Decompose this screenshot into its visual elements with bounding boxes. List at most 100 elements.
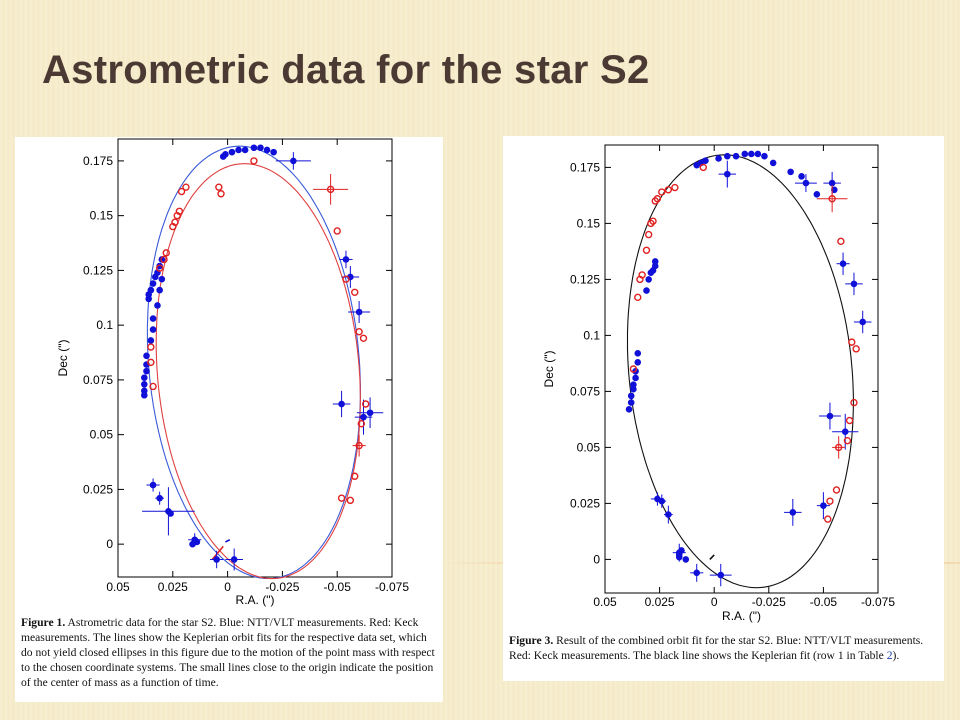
data-point-ntt-vlt — [338, 400, 345, 408]
slide-title: Astrometric data for the star S2 — [42, 48, 650, 92]
data-point-keck — [832, 486, 841, 494]
x-tick-label: 0.05 — [593, 595, 617, 609]
data-point-ntt-vlt — [859, 318, 867, 326]
y-tick-label: 0.125 — [570, 272, 600, 286]
data-point-keck — [664, 186, 673, 194]
x-tick-label: 0 — [224, 580, 231, 594]
data-point-ntt-vlt — [625, 406, 633, 413]
figure-1-caption: Figure 1. Astrometric data for the star … — [21, 615, 437, 690]
y-tick-label: 0.025 — [570, 496, 600, 510]
data-point-ntt-vlt — [787, 168, 794, 176]
data-point-keck — [642, 246, 651, 254]
data-point-ntt-vlt — [147, 286, 155, 294]
y-tick-label: 0.1 — [583, 328, 600, 342]
data-point-ntt-vlt — [634, 350, 642, 357]
data-point-ntt-vlt — [143, 367, 150, 375]
data-point-ntt-vlt — [826, 412, 834, 420]
data-point-keck — [182, 183, 190, 191]
data-point-ntt-vlt — [769, 159, 777, 167]
data-point-ntt-vlt — [149, 280, 157, 287]
data-point-ntt-vlt — [355, 308, 363, 316]
data-point-ntt-vlt — [831, 186, 838, 194]
y-axis-label: Dec (") — [542, 351, 556, 388]
data-point-keck — [162, 249, 170, 257]
data-point-keck — [217, 190, 225, 198]
y-tick-label: 0.175 — [83, 154, 113, 168]
data-point-ntt-vlt — [682, 556, 690, 563]
data-point-ntt-vlt — [270, 148, 277, 156]
data-point-ntt-vlt — [366, 409, 374, 417]
x-tick-label: -0.075 — [375, 580, 409, 594]
data-point-ntt-vlt — [820, 502, 827, 509]
x-tick-label: -0.025 — [265, 580, 299, 594]
data-point-keck — [852, 345, 860, 353]
x-tick-label: -0.025 — [752, 595, 786, 609]
data-point-ntt-vlt — [141, 380, 148, 388]
orbit-fit-line — [626, 154, 854, 589]
y-axis-label: Dec (") — [56, 340, 70, 377]
y-tick-label: 0.15 — [577, 216, 601, 230]
y-tick-label: 0.175 — [570, 160, 600, 174]
data-point-ntt-vlt — [250, 144, 258, 152]
data-point-ntt-vlt — [158, 275, 166, 283]
x-tick-label: -0.05 — [324, 580, 352, 594]
data-point-ntt-vlt — [149, 315, 157, 322]
data-point-keck — [346, 496, 355, 505]
orbit-fit-line — [146, 145, 361, 580]
data-point-ntt-vlt — [241, 146, 249, 154]
table-2-link[interactable]: 2 — [886, 649, 893, 662]
data-point-keck — [644, 230, 653, 239]
data-point-keck — [155, 264, 164, 272]
data-point-ntt-vlt — [632, 374, 639, 382]
x-tick-label: 0.025 — [158, 580, 188, 594]
data-point-ntt-vlt — [761, 152, 768, 160]
data-point-ntt-vlt — [665, 511, 672, 518]
data-point-ntt-vlt — [228, 148, 236, 156]
data-point-keck — [699, 163, 707, 172]
data-point-ntt-vlt — [141, 391, 148, 399]
data-point-ntt-vlt — [360, 413, 367, 421]
figure-3-caption: Figure 3. Result of the combined orbit f… — [509, 633, 939, 663]
data-point-keck — [649, 217, 657, 225]
data-point-ntt-vlt — [627, 399, 635, 406]
data-point-ntt-vlt — [230, 556, 238, 563]
y-tick-label: 0.075 — [83, 373, 113, 387]
figure-1-caption-text: Astrometric data for the star S2. Blue: … — [21, 616, 435, 689]
data-point-keck — [215, 183, 223, 191]
figure-3-caption-text-1: Result of the combined orbit fit for the… — [509, 634, 924, 662]
y-tick-label: 0.075 — [570, 384, 600, 398]
data-point-ntt-vlt — [724, 170, 731, 178]
figure-3-chart: 0.05 0.025 0 -0.025 -0.05 -0.075 0 0.025 0.05 0.0… — [542, 144, 895, 623]
data-point-keck — [342, 275, 350, 283]
data-point-ntt-vlt — [149, 481, 157, 489]
figure-3-panel: 0.05 0.025 0 -0.025 -0.05 -0.075 0 0.025 0.05 0.0… — [503, 136, 944, 681]
data-point-ntt-vlt — [147, 337, 155, 344]
data-point-ntt-vlt — [154, 302, 161, 309]
data-point-keck — [250, 157, 258, 165]
data-point-ntt-vlt — [143, 352, 150, 360]
figure-3-caption-lead: Figure 3. — [509, 634, 554, 647]
data-point-ntt-vlt — [643, 287, 650, 294]
data-point-ntt-vlt — [290, 157, 297, 165]
data-point-keck — [147, 358, 155, 367]
data-point-keck — [845, 416, 854, 425]
center-of-mass-mark — [225, 539, 231, 543]
data-point-ntt-vlt — [235, 146, 242, 154]
data-point-ntt-vlt — [850, 280, 858, 288]
data-point-ntt-vlt — [802, 179, 810, 187]
data-point-keck — [355, 328, 363, 336]
figure-1-caption-lead: Figure 1. — [21, 616, 66, 629]
data-point-ntt-vlt — [263, 146, 271, 154]
data-point-keck — [824, 515, 832, 523]
data-point-ntt-vlt — [149, 326, 157, 333]
data-point-ntt-vlt — [754, 150, 762, 158]
data-point-keck — [826, 497, 834, 505]
data-point-keck — [834, 443, 843, 452]
data-point-keck — [843, 436, 852, 445]
data-point-ntt-vlt — [627, 392, 635, 400]
data-point-keck — [658, 188, 666, 196]
data-point-ntt-vlt — [702, 157, 709, 164]
data-point-keck — [171, 218, 179, 226]
data-point-ntt-vlt — [645, 276, 652, 283]
x-axis-label: R.A. (") — [722, 609, 761, 623]
